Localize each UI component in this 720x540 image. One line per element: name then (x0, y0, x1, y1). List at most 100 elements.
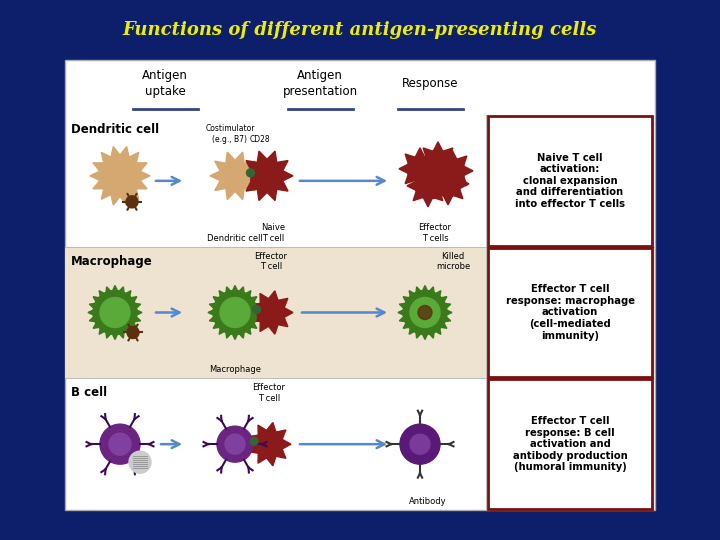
Polygon shape (407, 181, 415, 190)
Text: Dendritic cell: Dendritic cell (71, 123, 159, 136)
Polygon shape (448, 150, 456, 159)
Polygon shape (413, 191, 423, 201)
Text: Naive T cell
activation:
clonal expansion
and differentiation
into effector T ce: Naive T cell activation: clonal expansio… (515, 153, 625, 209)
Polygon shape (276, 449, 286, 458)
Polygon shape (213, 319, 223, 328)
Polygon shape (413, 171, 423, 180)
Polygon shape (246, 319, 257, 328)
FancyBboxPatch shape (65, 60, 655, 510)
Polygon shape (400, 314, 410, 322)
Polygon shape (276, 430, 286, 440)
Polygon shape (444, 148, 453, 157)
Text: Dendritic cell: Dendritic cell (207, 234, 263, 242)
Polygon shape (276, 160, 288, 171)
Polygon shape (415, 181, 425, 190)
Polygon shape (403, 296, 413, 306)
Polygon shape (257, 151, 268, 163)
Polygon shape (282, 170, 293, 181)
Polygon shape (426, 328, 435, 338)
Circle shape (129, 451, 151, 473)
Polygon shape (242, 291, 251, 301)
Polygon shape (251, 313, 261, 321)
Polygon shape (284, 308, 293, 318)
Text: Effector T cell
response: macrophage
activation
(cell-mediated
immunity): Effector T cell response: macrophage act… (505, 284, 634, 341)
Polygon shape (88, 308, 97, 317)
Polygon shape (242, 324, 251, 334)
Polygon shape (90, 170, 103, 182)
Polygon shape (110, 191, 122, 205)
Polygon shape (236, 287, 245, 298)
Polygon shape (251, 303, 261, 313)
Polygon shape (127, 296, 137, 306)
Polygon shape (457, 156, 467, 165)
Polygon shape (241, 170, 252, 181)
Polygon shape (243, 161, 255, 172)
Polygon shape (457, 177, 467, 186)
Polygon shape (415, 148, 425, 157)
Polygon shape (208, 308, 217, 317)
Polygon shape (127, 319, 137, 328)
Polygon shape (126, 152, 139, 166)
Polygon shape (278, 318, 288, 327)
Text: B cell: B cell (71, 386, 107, 400)
Polygon shape (130, 314, 140, 322)
Polygon shape (423, 165, 433, 174)
Polygon shape (423, 148, 433, 157)
Polygon shape (436, 319, 447, 328)
Circle shape (418, 306, 432, 320)
Polygon shape (433, 169, 443, 178)
Polygon shape (225, 328, 234, 338)
Polygon shape (269, 325, 278, 334)
Text: Macrophage: Macrophage (71, 255, 153, 268)
Polygon shape (210, 314, 220, 322)
Polygon shape (266, 456, 276, 466)
Polygon shape (431, 166, 440, 176)
Polygon shape (105, 328, 114, 338)
Text: Effector
T cell: Effector T cell (253, 383, 286, 403)
Polygon shape (248, 444, 258, 453)
FancyBboxPatch shape (65, 247, 655, 379)
Polygon shape (210, 303, 220, 312)
Polygon shape (426, 174, 435, 184)
Polygon shape (403, 319, 413, 328)
Polygon shape (437, 156, 446, 165)
Polygon shape (420, 286, 429, 295)
Circle shape (93, 291, 137, 334)
Polygon shape (219, 324, 228, 334)
Polygon shape (448, 183, 456, 192)
Text: Effector
T cell: Effector T cell (254, 252, 287, 271)
Polygon shape (213, 296, 223, 306)
Polygon shape (409, 324, 418, 334)
Polygon shape (111, 330, 120, 340)
Circle shape (220, 298, 250, 327)
Polygon shape (423, 198, 433, 207)
Polygon shape (93, 178, 107, 189)
Polygon shape (122, 291, 131, 301)
Polygon shape (443, 308, 452, 317)
Circle shape (102, 158, 138, 194)
Circle shape (410, 434, 430, 454)
Circle shape (220, 161, 250, 191)
Polygon shape (260, 293, 269, 303)
Polygon shape (93, 296, 104, 306)
Polygon shape (436, 296, 447, 306)
Circle shape (225, 434, 245, 454)
Polygon shape (89, 303, 100, 312)
Polygon shape (235, 187, 244, 200)
Polygon shape (276, 180, 288, 191)
Circle shape (407, 156, 433, 182)
Text: Response: Response (402, 77, 458, 90)
Polygon shape (409, 291, 418, 301)
Circle shape (410, 298, 440, 327)
Polygon shape (111, 286, 120, 295)
Polygon shape (440, 181, 449, 190)
Polygon shape (248, 435, 258, 444)
Polygon shape (450, 158, 459, 167)
Polygon shape (251, 303, 261, 312)
Circle shape (257, 299, 285, 327)
Text: Antigen
presentation: Antigen presentation (282, 70, 358, 98)
Polygon shape (432, 164, 441, 173)
Polygon shape (260, 321, 269, 332)
Polygon shape (444, 196, 452, 205)
Circle shape (403, 291, 447, 334)
